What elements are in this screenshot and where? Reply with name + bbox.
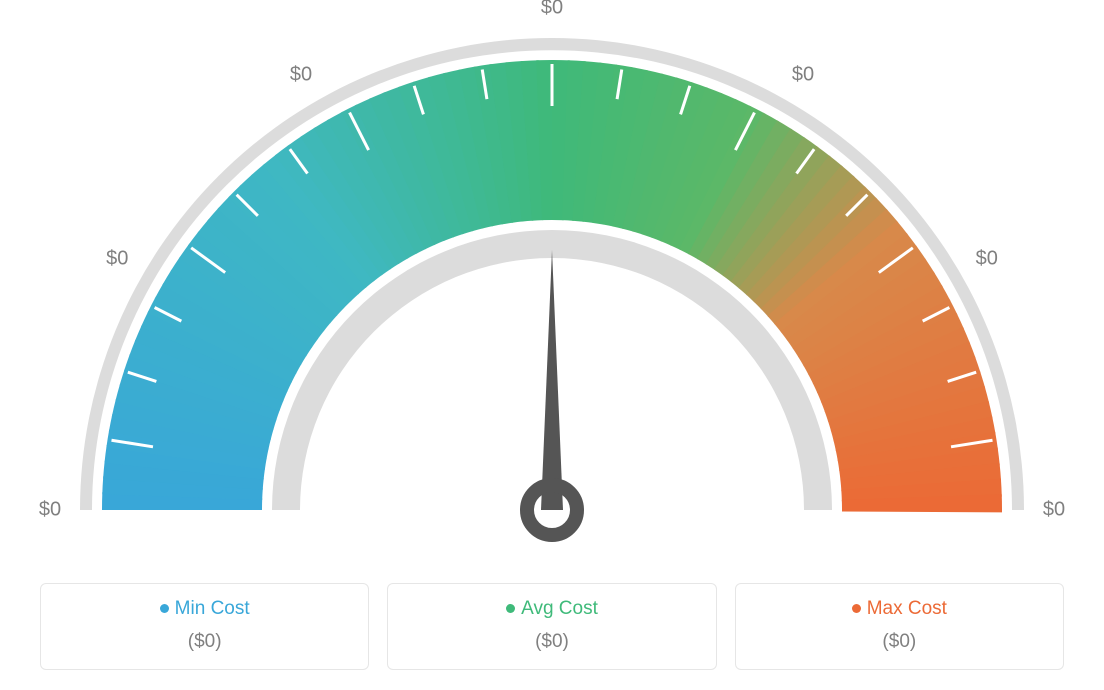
legend-label-min: Min Cost — [51, 598, 358, 621]
legend-label-max-text: Max Cost — [867, 598, 947, 619]
gauge-tick-label: $0 — [1043, 499, 1065, 522]
legend-dot-avg — [506, 604, 515, 613]
legend-card-avg: Avg Cost ($0) — [387, 583, 716, 670]
gauge-area: $0 $0 $0 $0 $0 $0 $0 — [0, 0, 1104, 560]
legend-label-max: Max Cost — [746, 598, 1053, 621]
gauge-tick-label: $0 — [541, 0, 563, 20]
gauge-tick-label: $0 — [976, 248, 998, 271]
legend-value-min: ($0) — [51, 631, 358, 653]
legend-label-avg: Avg Cost — [398, 598, 705, 621]
legend-value-max: ($0) — [746, 631, 1053, 653]
legend-value-avg: ($0) — [398, 631, 705, 653]
gauge-tick-label: $0 — [792, 64, 814, 87]
legend-label-min-text: Min Cost — [175, 598, 250, 619]
legend-row: Min Cost ($0) Avg Cost ($0) Max Cost ($0… — [40, 583, 1064, 670]
gauge-svg — [0, 0, 1104, 560]
gauge-needle — [541, 250, 563, 510]
legend-label-avg-text: Avg Cost — [521, 598, 598, 619]
legend-dot-min — [160, 604, 169, 613]
legend-card-max: Max Cost ($0) — [735, 583, 1064, 670]
legend-dot-max — [852, 604, 861, 613]
gauge-tick-label: $0 — [39, 499, 61, 522]
gauge-tick-label: $0 — [290, 64, 312, 87]
gauge-chart-container: $0 $0 $0 $0 $0 $0 $0 Min Cost ($0) Avg Cost ($… — [0, 0, 1104, 690]
legend-card-min: Min Cost ($0) — [40, 583, 369, 670]
gauge-tick-label: $0 — [106, 248, 128, 271]
